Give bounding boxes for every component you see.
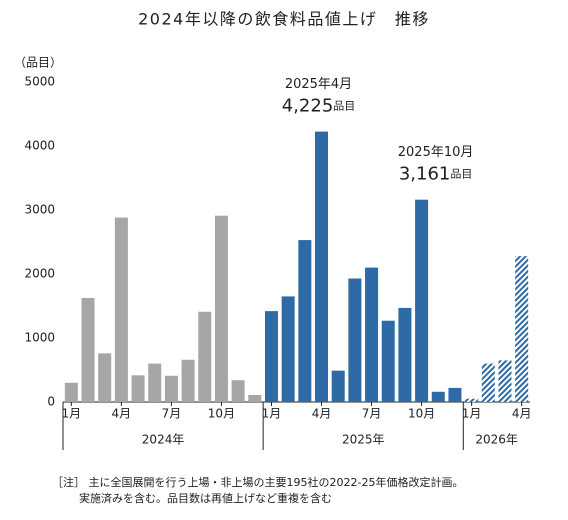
x-tick-label: 1月: [62, 407, 82, 421]
x-tick-label: 4月: [512, 407, 532, 421]
group-label: 2025年: [342, 433, 385, 447]
value-number: 4,225: [282, 96, 334, 117]
bar: [298, 240, 312, 402]
bar: [465, 398, 479, 402]
x-tick-label: 7月: [362, 407, 382, 421]
bar: [365, 267, 379, 402]
bar: [214, 215, 228, 402]
bar: [164, 375, 178, 402]
bar: [131, 375, 145, 402]
y-tick-label: 4000: [24, 139, 55, 153]
bar: [381, 320, 395, 402]
y-tick-label: 5000: [24, 75, 55, 89]
bar: [315, 131, 329, 402]
value-unit: 品目: [450, 168, 472, 181]
y-tick-label: 2000: [24, 267, 55, 281]
bar: [98, 353, 112, 402]
y-axis-label: （品目）: [14, 56, 62, 70]
bar: [415, 199, 429, 402]
bar: [481, 363, 495, 402]
bar: [231, 380, 245, 402]
bar: [64, 382, 78, 402]
group-label: 2024年: [142, 433, 185, 447]
bar: [498, 360, 512, 402]
y-tick-label: 1000: [24, 331, 55, 345]
value-label: 3,161品目: [399, 164, 473, 185]
annotation-title: 2025年4月: [285, 77, 352, 92]
bar: [81, 297, 95, 402]
bar: [198, 311, 212, 402]
x-tick-label: 4月: [312, 407, 332, 421]
bar: [331, 370, 345, 402]
y-tick-label: 0: [47, 395, 55, 409]
value-label: 4,225品目: [282, 96, 356, 117]
chart-title: 2024年以降の飲食料品値上げ 推移: [138, 10, 430, 29]
bar: [398, 307, 412, 402]
note: ［注］ 主に全国展開を行う上場・非上場の主要195社の2022-25年価格改定計…: [52, 475, 463, 489]
group-label: 2026年: [475, 433, 518, 447]
bar: [281, 296, 295, 402]
x-tick-label: 10月: [208, 407, 235, 421]
x-tick-label: 7月: [162, 407, 182, 421]
value-number: 3,161: [399, 164, 451, 185]
annotation-title: 2025年10月: [398, 145, 474, 160]
bar: [348, 278, 362, 402]
x-tick-label: 10月: [408, 407, 435, 421]
value-unit: 品目: [333, 100, 355, 113]
x-tick-label: 1月: [262, 407, 282, 421]
y-tick-label: 3000: [24, 203, 55, 217]
bar: [431, 391, 445, 402]
bar: [148, 363, 162, 402]
x-tick-label: 1月: [462, 407, 482, 421]
bar: [114, 217, 128, 402]
bar: [264, 311, 278, 402]
bar: [448, 387, 462, 402]
bar: [181, 359, 195, 402]
bar: [248, 394, 262, 402]
note: 実施済みを含む。品目数は再値上げなど重複を含む: [79, 491, 332, 505]
bar: [515, 256, 529, 402]
x-tick-label: 4月: [112, 407, 132, 421]
